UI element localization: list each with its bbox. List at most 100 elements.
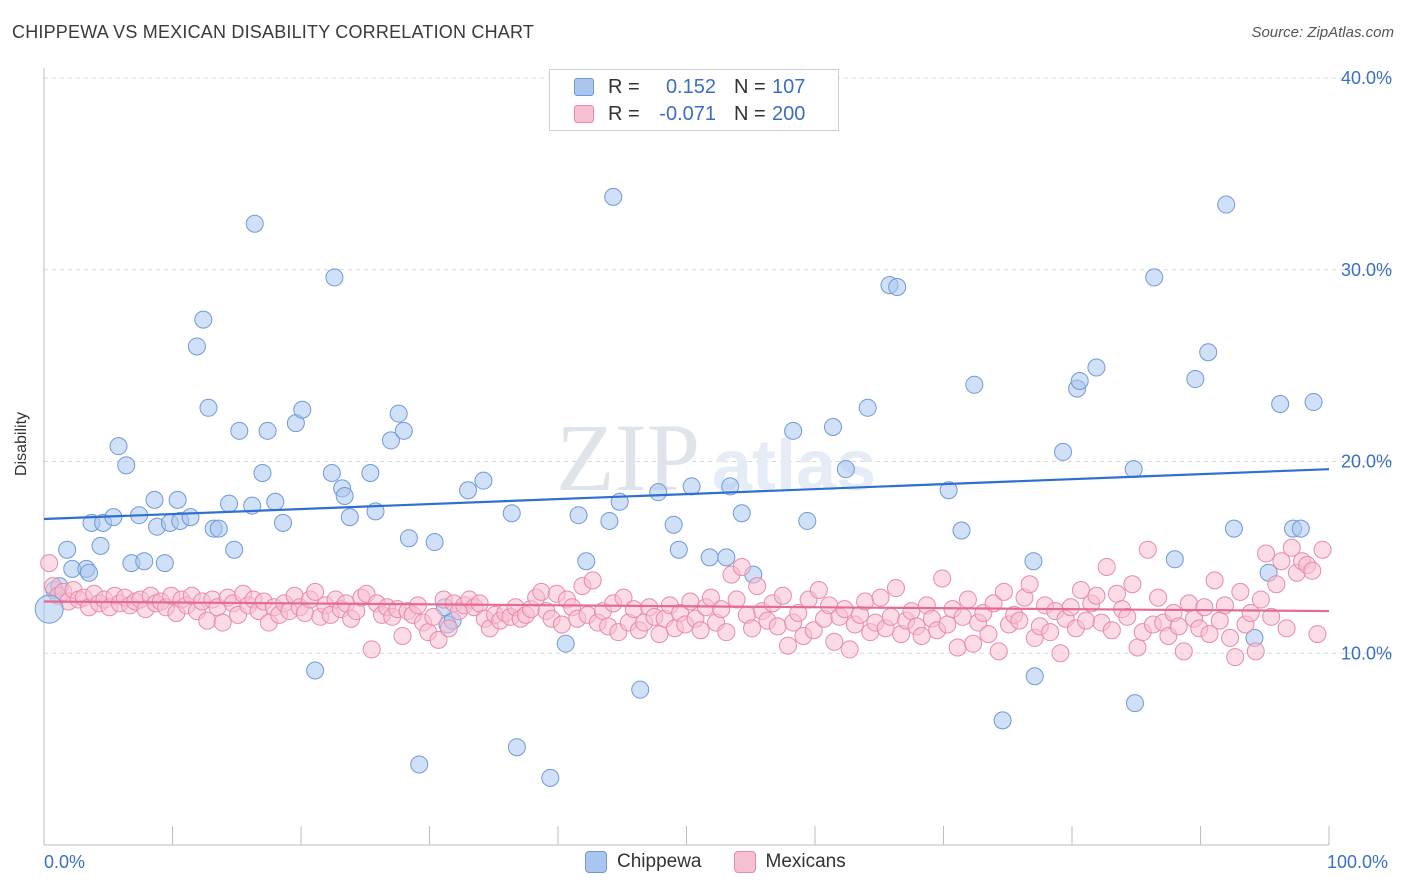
data-point-chippewa [1199,343,1218,362]
x-tick-label-min: 0.0% [44,852,86,872]
data-point-mexicans [1041,623,1060,642]
data-point-chippewa [1024,552,1043,571]
data-point-chippewa [939,481,958,500]
data-point-chippewa [1125,694,1144,713]
data-point-chippewa [1124,460,1143,479]
data-point-mexicans [393,626,412,645]
data-point-chippewa [784,421,803,440]
data-point-chippewa [1087,358,1106,377]
data-point-mexicans [1231,582,1250,601]
data-point-mexicans [902,602,921,621]
grid [44,77,1394,654]
data-point-chippewa [79,563,98,582]
data-point-mexicans [825,632,844,651]
chart-source: Source: ZipAtlas.com [1251,24,1394,41]
data-point-mexicans [1251,590,1270,609]
series-swatch-mexicans [733,851,756,873]
data-point-mexicans [213,613,232,632]
data-point-chippewa [135,552,154,571]
data-point-chippewa [253,464,272,483]
data-point-chippewa [569,506,588,525]
x-tick-label-max: 100.0% [1327,852,1389,872]
data-point-mexicans [789,603,808,622]
data-point-chippewa [266,492,285,511]
data-point-mexicans [1020,575,1039,594]
series-label-chippewa: Chippewa [617,851,702,872]
data-point-chippewa [1217,195,1236,214]
data-point-mexicans [835,600,854,619]
data-point-mexicans [1174,642,1193,661]
data-point-mexicans [1282,538,1301,557]
data-point-chippewa [1145,268,1164,287]
data-point-mexicans [768,617,787,636]
data-point-chippewa [1070,371,1089,390]
y-tick-labels: 10.0% 20.0% 30.0% 40.0% [1341,68,1392,663]
data-point-mexicans [948,638,967,657]
chart-title: CHIPPEWA VS MEXICAN DISABILITY CORRELATI… [12,22,535,42]
data-point-chippewa [34,594,64,624]
data-point-chippewa [1165,550,1184,569]
legend-r-value: 0.152 [665,75,716,98]
data-point-mexicans [1107,584,1126,603]
data-point-chippewa [220,494,239,513]
data-point-chippewa [335,487,354,506]
data-point-mexicans [804,621,823,640]
data-point-chippewa [325,268,344,287]
data-point-mexicans [439,619,458,638]
data-point-mexicans [691,621,710,640]
data-point-chippewa [993,711,1012,730]
data-point-chippewa [245,214,264,233]
data-point-chippewa [361,464,380,483]
legend-n-value: 107 [772,75,806,98]
data-point-chippewa [91,536,110,555]
data-point-chippewa [399,529,418,548]
data-point-chippewa [682,477,701,496]
data-point-chippewa [556,634,575,653]
data-point-chippewa [717,548,736,567]
data-point-mexicans [717,623,736,642]
data-point-mexicans [429,630,448,649]
data-point-mexicans [470,594,489,613]
legend-row-mexicans: R = -0.071 N = 200 [574,101,822,127]
data-point-mexicans [1241,603,1260,622]
legend-swatch-chippewa [574,78,594,96]
data-point-mexicans [979,625,998,644]
series-legend-item-mexicans[interactable]: Mexicans [733,851,846,873]
data-point-mexicans [1303,561,1322,580]
series-legend: Chippewa Mexicans [585,851,878,873]
data-points [34,187,1332,787]
data-point-chippewa [502,504,521,523]
data-point-mexicans [912,626,931,645]
legend-n-value: 200 [772,102,806,125]
data-point-mexicans [1118,607,1137,626]
data-point-mexicans [1246,642,1265,661]
legend-r-label: R = [608,75,640,98]
data-point-chippewa [322,464,341,483]
data-point-mexicans [964,634,983,653]
trend-lines [43,468,1330,613]
data-point-mexicans [886,579,905,598]
legend-row-chippewa: R = 0.152 N = 107 [574,74,822,100]
data-point-mexicans [362,640,381,659]
trend-line-chippewa [43,468,1330,521]
y-tick-label: 40.0% [1341,68,1392,88]
data-point-chippewa [225,540,244,559]
data-point-mexicans [1200,625,1219,644]
data-point-mexicans [1210,611,1229,630]
data-point-mexicans [1087,586,1106,605]
y-tick-label: 30.0% [1341,260,1392,280]
data-point-mexicans [1257,544,1276,563]
data-point-chippewa [649,483,668,502]
data-point-chippewa [389,404,408,423]
series-legend-item-chippewa[interactable]: Chippewa [585,851,702,873]
data-point-chippewa [187,337,206,356]
data-point-mexicans [1267,575,1286,594]
data-point-mexicans [1205,571,1224,590]
data-point-mexicans [1169,617,1188,636]
data-point-mexicans [583,571,602,590]
data-point-chippewa [230,421,249,440]
data-point-chippewa [858,398,877,417]
data-point-chippewa [410,755,429,774]
legend-r-label: R = [608,102,640,125]
data-point-mexicans [809,580,828,599]
